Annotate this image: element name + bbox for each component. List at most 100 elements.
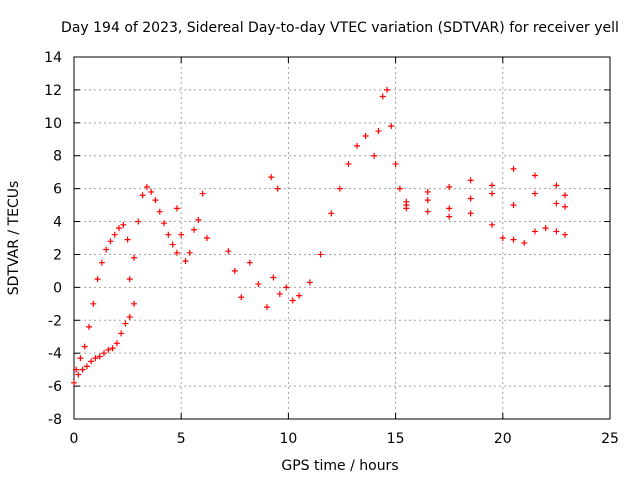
data-point <box>328 210 335 217</box>
data-point <box>107 238 114 245</box>
data-point <box>109 345 116 352</box>
data-point <box>510 236 517 243</box>
tick-labels: 0 5 10 15 20 25 -8 -6 -4 -2 0 2 4 6 8 10 12 14 <box>44 50 619 447</box>
data-point <box>165 231 172 238</box>
data-point <box>561 192 568 199</box>
data-point <box>199 190 206 197</box>
data-point <box>113 340 120 347</box>
y-tick-label: 10 <box>44 116 62 132</box>
data-point <box>135 218 142 225</box>
data-point <box>79 366 86 373</box>
x-tick-label: 15 <box>387 431 405 447</box>
data-point <box>120 221 127 228</box>
data-point <box>83 363 90 370</box>
series-night-band-middle <box>403 182 568 212</box>
y-tick-label: 4 <box>53 215 62 231</box>
data-point <box>156 208 163 215</box>
data-point <box>388 123 395 130</box>
data-point <box>553 228 560 235</box>
data-point <box>73 366 80 373</box>
y-tick-label: -4 <box>48 346 62 362</box>
data-point <box>71 379 77 386</box>
data-point <box>161 220 168 227</box>
series-midday-outliers <box>268 174 281 192</box>
data-point <box>424 197 431 204</box>
data-point <box>90 300 97 307</box>
data-point <box>126 276 133 283</box>
data-point <box>362 132 369 139</box>
x-axis-label: GPS time / hours <box>281 458 398 474</box>
series-night-band-upper <box>403 165 568 205</box>
data-point <box>98 259 105 266</box>
y-tick-label: 14 <box>44 50 62 66</box>
data-point <box>92 355 99 362</box>
series-night-band-lower <box>403 205 568 246</box>
data-point <box>231 267 238 274</box>
data-point <box>371 152 378 159</box>
x-tick-label: 25 <box>601 431 619 447</box>
data-point <box>94 276 101 283</box>
data-point <box>131 300 138 307</box>
data-point <box>553 200 560 207</box>
data-point <box>238 294 245 301</box>
data-point <box>531 228 538 235</box>
data-point <box>384 86 391 93</box>
series-forenoon-cluster <box>173 190 210 265</box>
data-point <box>467 177 474 184</box>
data-point <box>499 235 506 241</box>
data-point <box>131 254 138 261</box>
data-point <box>510 202 517 209</box>
data-point <box>169 241 176 248</box>
data-point <box>173 249 180 256</box>
data-point <box>75 371 82 378</box>
data-point <box>510 165 517 172</box>
data-point <box>96 353 103 360</box>
data-point <box>116 225 123 232</box>
data-point <box>276 290 283 297</box>
data-point <box>561 231 568 238</box>
data-point <box>553 182 560 189</box>
data-point <box>531 172 538 179</box>
series-evening-peak <box>375 86 403 192</box>
data-point <box>467 210 474 217</box>
data-point <box>531 190 538 197</box>
data-point <box>182 258 189 265</box>
data-point <box>139 192 146 199</box>
data-point <box>126 313 133 320</box>
data-point <box>446 183 453 190</box>
data-point <box>105 346 112 353</box>
axis-frame <box>73 56 611 420</box>
data-point <box>148 188 155 195</box>
series-lower-band <box>71 300 138 386</box>
y-tick-label: 12 <box>44 83 62 99</box>
data-point <box>489 190 496 197</box>
data-point <box>111 231 118 238</box>
data-point <box>336 185 343 192</box>
data-point <box>542 225 549 232</box>
data-point <box>392 160 399 167</box>
data-point <box>396 185 403 192</box>
data-point <box>77 355 84 362</box>
data-point <box>296 292 303 299</box>
y-tick-label: 0 <box>53 280 62 296</box>
data-point <box>195 216 202 223</box>
grid-lines <box>74 57 610 419</box>
series-afternoon-rise <box>296 132 378 299</box>
data-point <box>354 142 361 149</box>
tick-marks <box>73 56 611 420</box>
data-point <box>86 323 93 330</box>
data-point <box>152 197 159 204</box>
x-tick-label: 5 <box>177 431 186 447</box>
data-point <box>306 279 313 286</box>
y-tick-label: 2 <box>53 247 62 263</box>
data-point <box>103 246 110 253</box>
data-point <box>521 239 528 246</box>
data-point <box>143 183 150 190</box>
data-point <box>467 195 474 202</box>
x-tick-label: 10 <box>279 431 297 447</box>
data-point <box>122 320 129 327</box>
y-tick-label: 6 <box>53 182 62 198</box>
data-point <box>186 249 193 256</box>
data-point <box>561 203 568 210</box>
chart-title: Day 194 of 2023, Sidereal Day-to-day VTE… <box>61 20 619 36</box>
